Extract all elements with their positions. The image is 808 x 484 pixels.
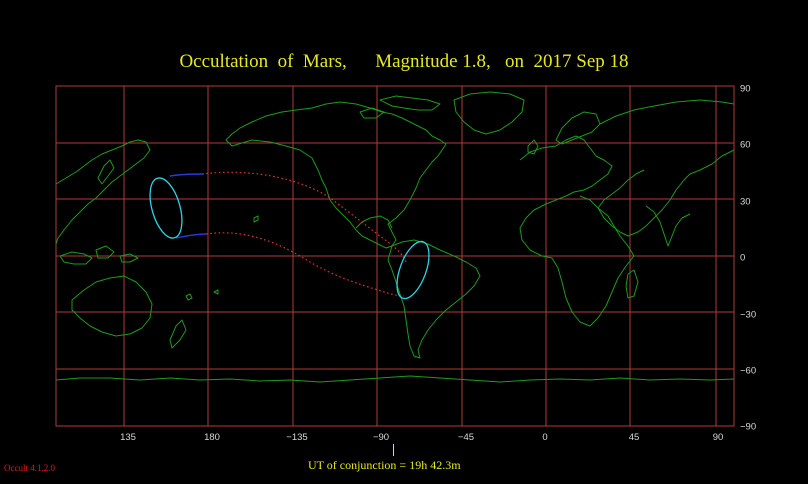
new-zealand-coast bbox=[169, 319, 187, 349]
latitude-label: −60 bbox=[740, 365, 757, 377]
southern-limit-line bbox=[205, 232, 405, 297]
indonesia-coast bbox=[59, 245, 139, 265]
south-america-coast bbox=[387, 239, 481, 359]
australia-coast bbox=[71, 275, 153, 337]
occultation-limits bbox=[201, 171, 407, 297]
longitude-label: 180 bbox=[204, 432, 220, 443]
longitude-label: −45 bbox=[457, 432, 475, 443]
gulf-coast bbox=[355, 215, 393, 229]
eastern-visibility-curve bbox=[396, 240, 430, 300]
madagascar-coast bbox=[625, 269, 639, 299]
conjunction-marker bbox=[393, 444, 394, 456]
longitude-label: 45 bbox=[628, 432, 640, 443]
software-version-label: Occult 4.1.2.0 bbox=[4, 463, 55, 473]
japan-coast bbox=[97, 159, 115, 185]
longitude-label: 135 bbox=[120, 432, 136, 443]
latitude-label: −90 bbox=[740, 421, 757, 433]
southern-daylight-segment bbox=[175, 233, 207, 239]
latitude-label: 90 bbox=[740, 83, 751, 95]
map-title: Occultation of Mars, Magnitude 1.8, on 2… bbox=[179, 51, 629, 72]
western-visibility-curve bbox=[149, 177, 183, 239]
latitude-label: −30 bbox=[740, 309, 757, 321]
east-asia-coast bbox=[55, 139, 151, 245]
parallel-grid bbox=[56, 142, 734, 370]
india-coast bbox=[645, 205, 691, 247]
greenland-coast bbox=[453, 91, 525, 135]
longitude-label: −135 bbox=[286, 432, 308, 443]
visibility-curves bbox=[149, 177, 430, 300]
arctic-islands-coast bbox=[359, 95, 441, 119]
coastlines bbox=[40, 0, 735, 383]
europe-africa-coast bbox=[519, 135, 635, 327]
asia-coast bbox=[597, 99, 735, 237]
northern-daylight-segment bbox=[169, 173, 205, 177]
latitude-label: 30 bbox=[740, 196, 751, 208]
pacific-islands-coast bbox=[40, 0, 258, 300]
latitude-label: 60 bbox=[740, 139, 751, 151]
conjunction-time-label: UT of conjunction = 19h 42.3m bbox=[308, 458, 461, 472]
longitude-label: −90 bbox=[372, 432, 390, 443]
longitude-label: 0 bbox=[542, 432, 548, 443]
daylight-segments bbox=[169, 173, 207, 239]
scandinavia-coast bbox=[555, 111, 601, 145]
northern-limit-line bbox=[201, 171, 407, 263]
latitude-label: 0 bbox=[740, 252, 746, 264]
north-america-coast bbox=[225, 101, 447, 249]
longitude-label: 90 bbox=[712, 432, 724, 443]
british-isles-coast bbox=[527, 139, 539, 155]
antarctica-coast bbox=[55, 375, 735, 383]
